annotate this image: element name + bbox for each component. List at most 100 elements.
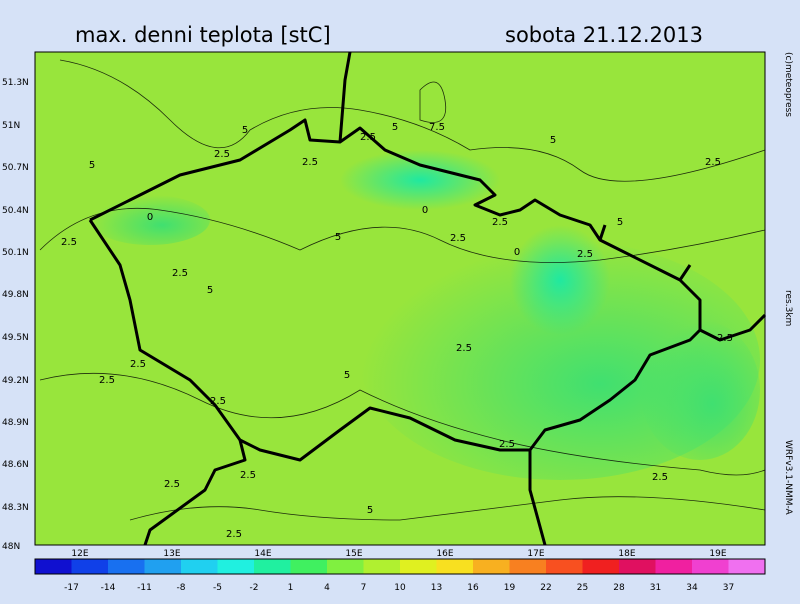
contour-label: 2.5 [499,439,515,450]
contour-label: 2.5 [577,249,593,260]
colorbar-cell [582,559,619,574]
contour-label: 0 [514,247,520,258]
colorbar-label: -17 [64,583,79,593]
contour-label: 5 [392,122,398,133]
colorbar-cell [363,559,400,574]
colorbar-frame [34,558,766,575]
colorbar-cell [436,559,473,574]
contour-label: 5 [89,160,95,171]
contour-label: 2.5 [240,470,256,481]
contour-label: 5 [242,125,248,136]
contour-label: 2.5 [172,268,188,279]
colorbar [34,558,766,575]
lat-label: 48.3N [2,503,29,513]
contour-label: 5 [367,505,373,516]
contour-label: 0 [422,205,428,216]
colorbar-label: 31 [650,583,661,593]
lat-label: 48.9N [2,418,29,428]
contour-label: 2.5 [360,132,376,143]
lon-label: 13E [163,549,180,559]
colorbar-label: 13 [431,583,442,593]
lon-label: 16E [436,549,453,559]
contour-label: 2.5 [61,237,77,248]
colorbar-label: 16 [467,583,479,593]
lat-label: 49.5N [2,333,29,343]
colorbar-label: 22 [540,583,551,593]
contour-label: 2.5 [226,529,242,540]
colorbar-label: -2 [250,583,259,593]
colorbar-label: -14 [101,583,116,593]
title: max. denni teplota [stC] [75,23,331,47]
lon-label: 15E [345,549,362,559]
contour-label: 5 [207,285,213,296]
colorbar-cell [327,559,364,574]
contour-label: 2.5 [450,233,466,244]
contour-label: 5 [344,370,350,381]
lat-label: 51.3N [2,78,29,88]
colorbar-cell [509,559,546,574]
contour-label: 2.5 [492,217,508,228]
colorbar-label: 19 [504,583,516,593]
colorbar-cell [254,559,291,574]
lat-label: 51N [2,121,20,131]
map-frame [34,51,766,546]
colorbar-label: -8 [177,583,186,593]
model: WRFv3.1-NMM-A [783,440,793,516]
colorbar-label: -11 [137,583,152,593]
colorbar-cell [181,559,218,574]
map [35,51,767,546]
contour-label: 5 [335,232,341,243]
colorbar-label: 28 [613,583,625,593]
colorbar-label: 4 [324,583,330,593]
colorbar-cell [290,559,327,574]
colorbar-label: 10 [394,583,406,593]
contour-label: 2.5 [210,396,226,407]
lon-label: 12E [71,549,88,559]
lat-label: 48.6N [2,460,29,470]
colorbar-label: 34 [686,583,698,593]
colorbar-cell [619,559,656,574]
contour-label: 2.5 [130,359,146,370]
colorbar-cell [692,559,729,574]
contour-label: 7.5 [429,122,445,133]
contour-label: 0 [147,212,153,223]
colorbar-label: 1 [288,583,294,593]
colorbar-label: 7 [361,583,367,593]
colorbar-cell [473,559,510,574]
contour-label: 5 [617,217,623,228]
colorbar-cell [546,559,583,574]
date: sobota 21.12.2013 [505,23,703,47]
colorbar-cell [217,559,254,574]
credit: (c)meteopress [783,52,793,117]
contour-label: 2.5 [214,149,230,160]
contour-label: 2.5 [456,343,472,354]
lat-label: 50.7N [2,163,29,173]
lat-label: 49.8N [2,290,29,300]
colorbar-label: -5 [213,583,222,593]
colorbar-label: 37 [723,583,734,593]
lat-label: 49.2N [2,376,29,386]
contour-label: 2.5 [164,479,180,490]
colorbar-cell [35,559,72,574]
lat-label: 50.4N [2,206,29,216]
colorbar-cell [108,559,145,574]
resolution: res.3km [783,290,793,326]
colorbar-cell [400,559,437,574]
colorbar-label: 25 [577,583,588,593]
lon-label: 14E [254,549,271,559]
contour-label: 2.5 [652,472,668,483]
lon-label: 19E [709,549,726,559]
contour-label: 2.5 [705,157,721,168]
lon-label: 17E [527,549,544,559]
contour-label: 5 [550,135,556,146]
lat-label: 50.1N [2,248,29,258]
lat-label: 48N [2,542,20,552]
colorbar-cell [144,559,181,574]
colorbar-cell [71,559,108,574]
lon-label: 18E [618,549,635,559]
colorbar-cell [655,559,692,574]
contour-label: 2.5 [99,375,115,386]
contour-label: 2.5 [302,157,318,168]
colorbar-cell [728,559,765,574]
